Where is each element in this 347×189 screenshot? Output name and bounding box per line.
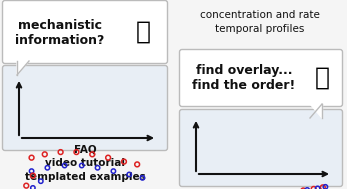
- Point: [90, 153, 95, 156]
- Point: [304, 188, 310, 189]
- Point: [315, 187, 320, 189]
- Point: [134, 163, 140, 166]
- Text: 🤔: 🤔: [135, 20, 151, 44]
- Point: [323, 185, 328, 188]
- Point: [79, 164, 85, 167]
- FancyBboxPatch shape: [2, 66, 168, 150]
- Point: [126, 173, 132, 176]
- Point: [121, 160, 127, 163]
- Point: [42, 153, 48, 156]
- Point: [74, 151, 79, 154]
- Polygon shape: [310, 104, 322, 118]
- Point: [24, 184, 29, 187]
- Point: [111, 170, 116, 173]
- Point: [30, 174, 36, 177]
- FancyBboxPatch shape: [2, 1, 168, 64]
- Point: [29, 170, 34, 173]
- Point: [45, 166, 50, 169]
- Text: concentration and rate
temporal profiles: concentration and rate temporal profiles: [200, 10, 320, 34]
- Point: [311, 187, 316, 189]
- Text: 🔍: 🔍: [314, 66, 330, 90]
- Point: [58, 151, 64, 154]
- Text: FAQ
video tutorial
templated examples: FAQ video tutorial templated examples: [25, 144, 145, 182]
- Polygon shape: [17, 61, 29, 75]
- Text: mechanistic
information?: mechanistic information?: [15, 19, 105, 47]
- FancyBboxPatch shape: [179, 109, 342, 187]
- Point: [320, 186, 325, 189]
- Point: [105, 156, 111, 159]
- Point: [95, 166, 100, 169]
- Point: [30, 186, 36, 189]
- Text: find overlay...
find the order!: find overlay... find the order!: [192, 64, 296, 92]
- Point: [29, 156, 34, 159]
- Point: [62, 164, 67, 167]
- Point: [38, 180, 44, 183]
- FancyBboxPatch shape: [179, 50, 342, 106]
- Point: [139, 176, 145, 179]
